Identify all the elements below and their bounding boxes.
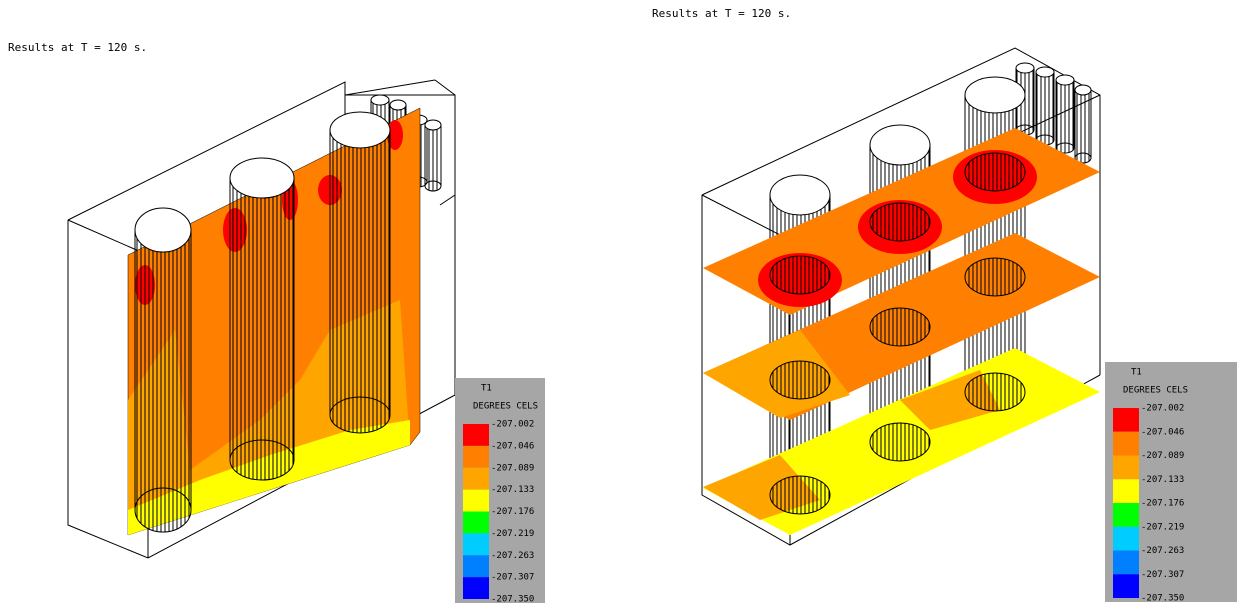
cylinder-top: [425, 120, 441, 130]
legend-swatch: [1113, 551, 1139, 575]
legend-label: -207.350: [491, 595, 534, 603]
legend-label: -207.002: [491, 420, 534, 430]
legend-label: -207.219: [491, 529, 534, 539]
plane-hole: [770, 256, 830, 294]
legend-unit: DEGREES CELS: [473, 402, 538, 412]
legend-label: -207.263: [491, 551, 534, 561]
legend-swatch: [1113, 456, 1139, 480]
cylinder-body: [425, 125, 441, 186]
legend: T1 DEGREES CELS -207.002 -207.046 -207.089 -2…: [1105, 362, 1237, 603]
cylinder-body: [230, 178, 294, 460]
plane-hole: [770, 476, 830, 514]
cylinder-top: [1075, 85, 1091, 95]
cylinder-bottom: [230, 440, 294, 480]
plane-hole: [965, 153, 1025, 191]
legend-swatch: [463, 577, 489, 599]
legend-label: -207.350: [1141, 594, 1184, 603]
cylinder-body: [1056, 80, 1074, 148]
legend-swatch: [463, 490, 489, 512]
legend-title: T1: [1131, 368, 1142, 378]
legend-label: -207.219: [1141, 522, 1184, 532]
legend-swatch: [1113, 479, 1139, 503]
legend-swatch: [463, 446, 489, 468]
plane-hole: [770, 361, 830, 399]
legend-swatch: [1113, 408, 1139, 432]
legend-swatch: [1113, 432, 1139, 456]
plane-hole: [965, 258, 1025, 296]
legend-swatch: [1113, 503, 1139, 527]
cylinder-body: [1036, 72, 1054, 140]
legend-label: -207.307: [491, 573, 534, 583]
legend-unit: DEGREES CELS: [1123, 386, 1188, 396]
legend-swatch: [463, 533, 489, 555]
plane-hole: [870, 423, 930, 461]
legend-label: -207.307: [1141, 570, 1184, 580]
cylinder-top: [135, 208, 191, 252]
plane-hole: [870, 203, 930, 241]
legend-label: -207.133: [1141, 475, 1184, 485]
cylinder-body: [135, 230, 191, 510]
legend-swatch: [1113, 527, 1139, 551]
legend-swatch: [1113, 574, 1139, 598]
legend-swatch: [463, 468, 489, 490]
view-title: Results at T = 120 s.: [652, 7, 791, 20]
legend-swatch: [463, 424, 489, 446]
cylinder-top: [870, 125, 930, 165]
legend-label: -207.176: [1141, 499, 1184, 509]
legend-label: -207.046: [1141, 427, 1184, 437]
cylinder-bottom: [330, 397, 390, 433]
right-view: Results at T = 120 s. T1 DEGREES CELS -207…: [652, 7, 1237, 603]
page: {"panels": [ {"title": "Results at T = 1…: [0, 0, 1237, 603]
cylinder-top: [770, 175, 830, 215]
legend-swatch: [463, 512, 489, 534]
cylinder-top: [330, 112, 390, 148]
legend: T1 DEGREES CELS -207.002 -207.046 -207.089 -2…: [455, 378, 545, 603]
plane-hole: [870, 308, 930, 346]
cylinder-top: [390, 100, 406, 110]
legend-label: -207.133: [491, 485, 534, 495]
cylinder-top: [371, 95, 389, 105]
cylinder-body: [330, 130, 390, 415]
legend-label: -207.002: [1141, 404, 1184, 414]
cylinder-top: [965, 77, 1025, 113]
cylinder-top: [1016, 63, 1034, 73]
legend-label: -207.263: [1141, 546, 1184, 556]
cylinder-bottom: [425, 181, 441, 191]
cylinders-front: [135, 112, 390, 532]
plane-hole: [965, 373, 1025, 411]
cylinder-top: [1036, 67, 1054, 77]
temperature-planes: [703, 128, 1100, 535]
legend-swatch: [463, 555, 489, 577]
legend-label: -207.176: [491, 507, 534, 517]
legend-label: -207.046: [491, 441, 534, 451]
cylinder-top: [1056, 75, 1074, 85]
left-view: Results at T = 120 s. T1 DEGREES CELS -207…: [8, 41, 545, 603]
screen: Results at T = 120 s. T1 DEGREES CELS -207…: [0, 0, 1237, 603]
view-title: Results at T = 120 s.: [8, 41, 147, 54]
cylinder-top: [230, 158, 294, 198]
cylinder-body: [1075, 90, 1091, 158]
legend-label: -207.089: [491, 463, 534, 473]
cylinder-bottom: [135, 488, 191, 532]
legend-label: -207.089: [1141, 451, 1184, 461]
legend-title: T1: [481, 384, 492, 394]
